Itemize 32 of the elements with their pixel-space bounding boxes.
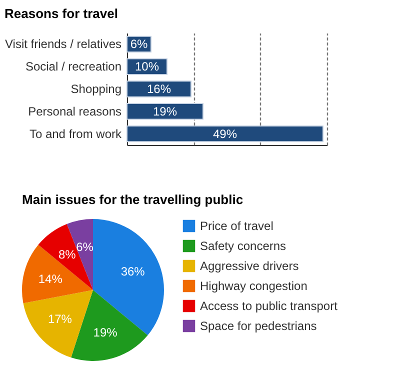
legend-label: Safety concerns	[200, 239, 286, 253]
legend-label: Space for pedestrians	[200, 319, 317, 333]
y-tick-label: Visit friends / relatives	[5, 37, 122, 52]
legend-label: Highway congestion	[200, 279, 308, 293]
data-label: 10%	[134, 60, 160, 74]
data-label: 17%	[48, 312, 72, 326]
legend-label: Aggressive drivers	[200, 259, 299, 273]
chart-title: Main issues for the travelling public	[22, 192, 244, 207]
data-label: 8%	[58, 247, 76, 262]
pie-slice	[38, 224, 93, 290]
data-label: 19%	[93, 325, 118, 340]
data-label: 16%	[146, 82, 172, 96]
y-tick-label: Personal reasons	[28, 104, 122, 118]
chart-title: Reasons for travel	[4, 6, 118, 21]
pie-slice	[23, 290, 93, 358]
pie-slice	[93, 219, 164, 336]
bar	[126, 125, 324, 142]
legend-label: Price of travel	[200, 219, 274, 233]
y-tick-label: Shopping	[70, 82, 122, 96]
bar	[126, 103, 204, 120]
data-label: 49%	[212, 126, 238, 141]
y-tick-label: To and from work	[29, 126, 122, 141]
legend-label: Access to public transport	[200, 299, 338, 313]
data-label: 19%	[152, 104, 178, 118]
pie-slice	[22, 244, 93, 304]
bar	[126, 80, 192, 98]
data-label: 14%	[38, 272, 63, 286]
pie-slice	[71, 290, 148, 361]
y-tick-label: Social / recreation	[25, 60, 122, 74]
data-label: 36%	[120, 264, 146, 278]
data-label: 6%	[76, 240, 94, 254]
data-label: 6%	[130, 37, 148, 52]
